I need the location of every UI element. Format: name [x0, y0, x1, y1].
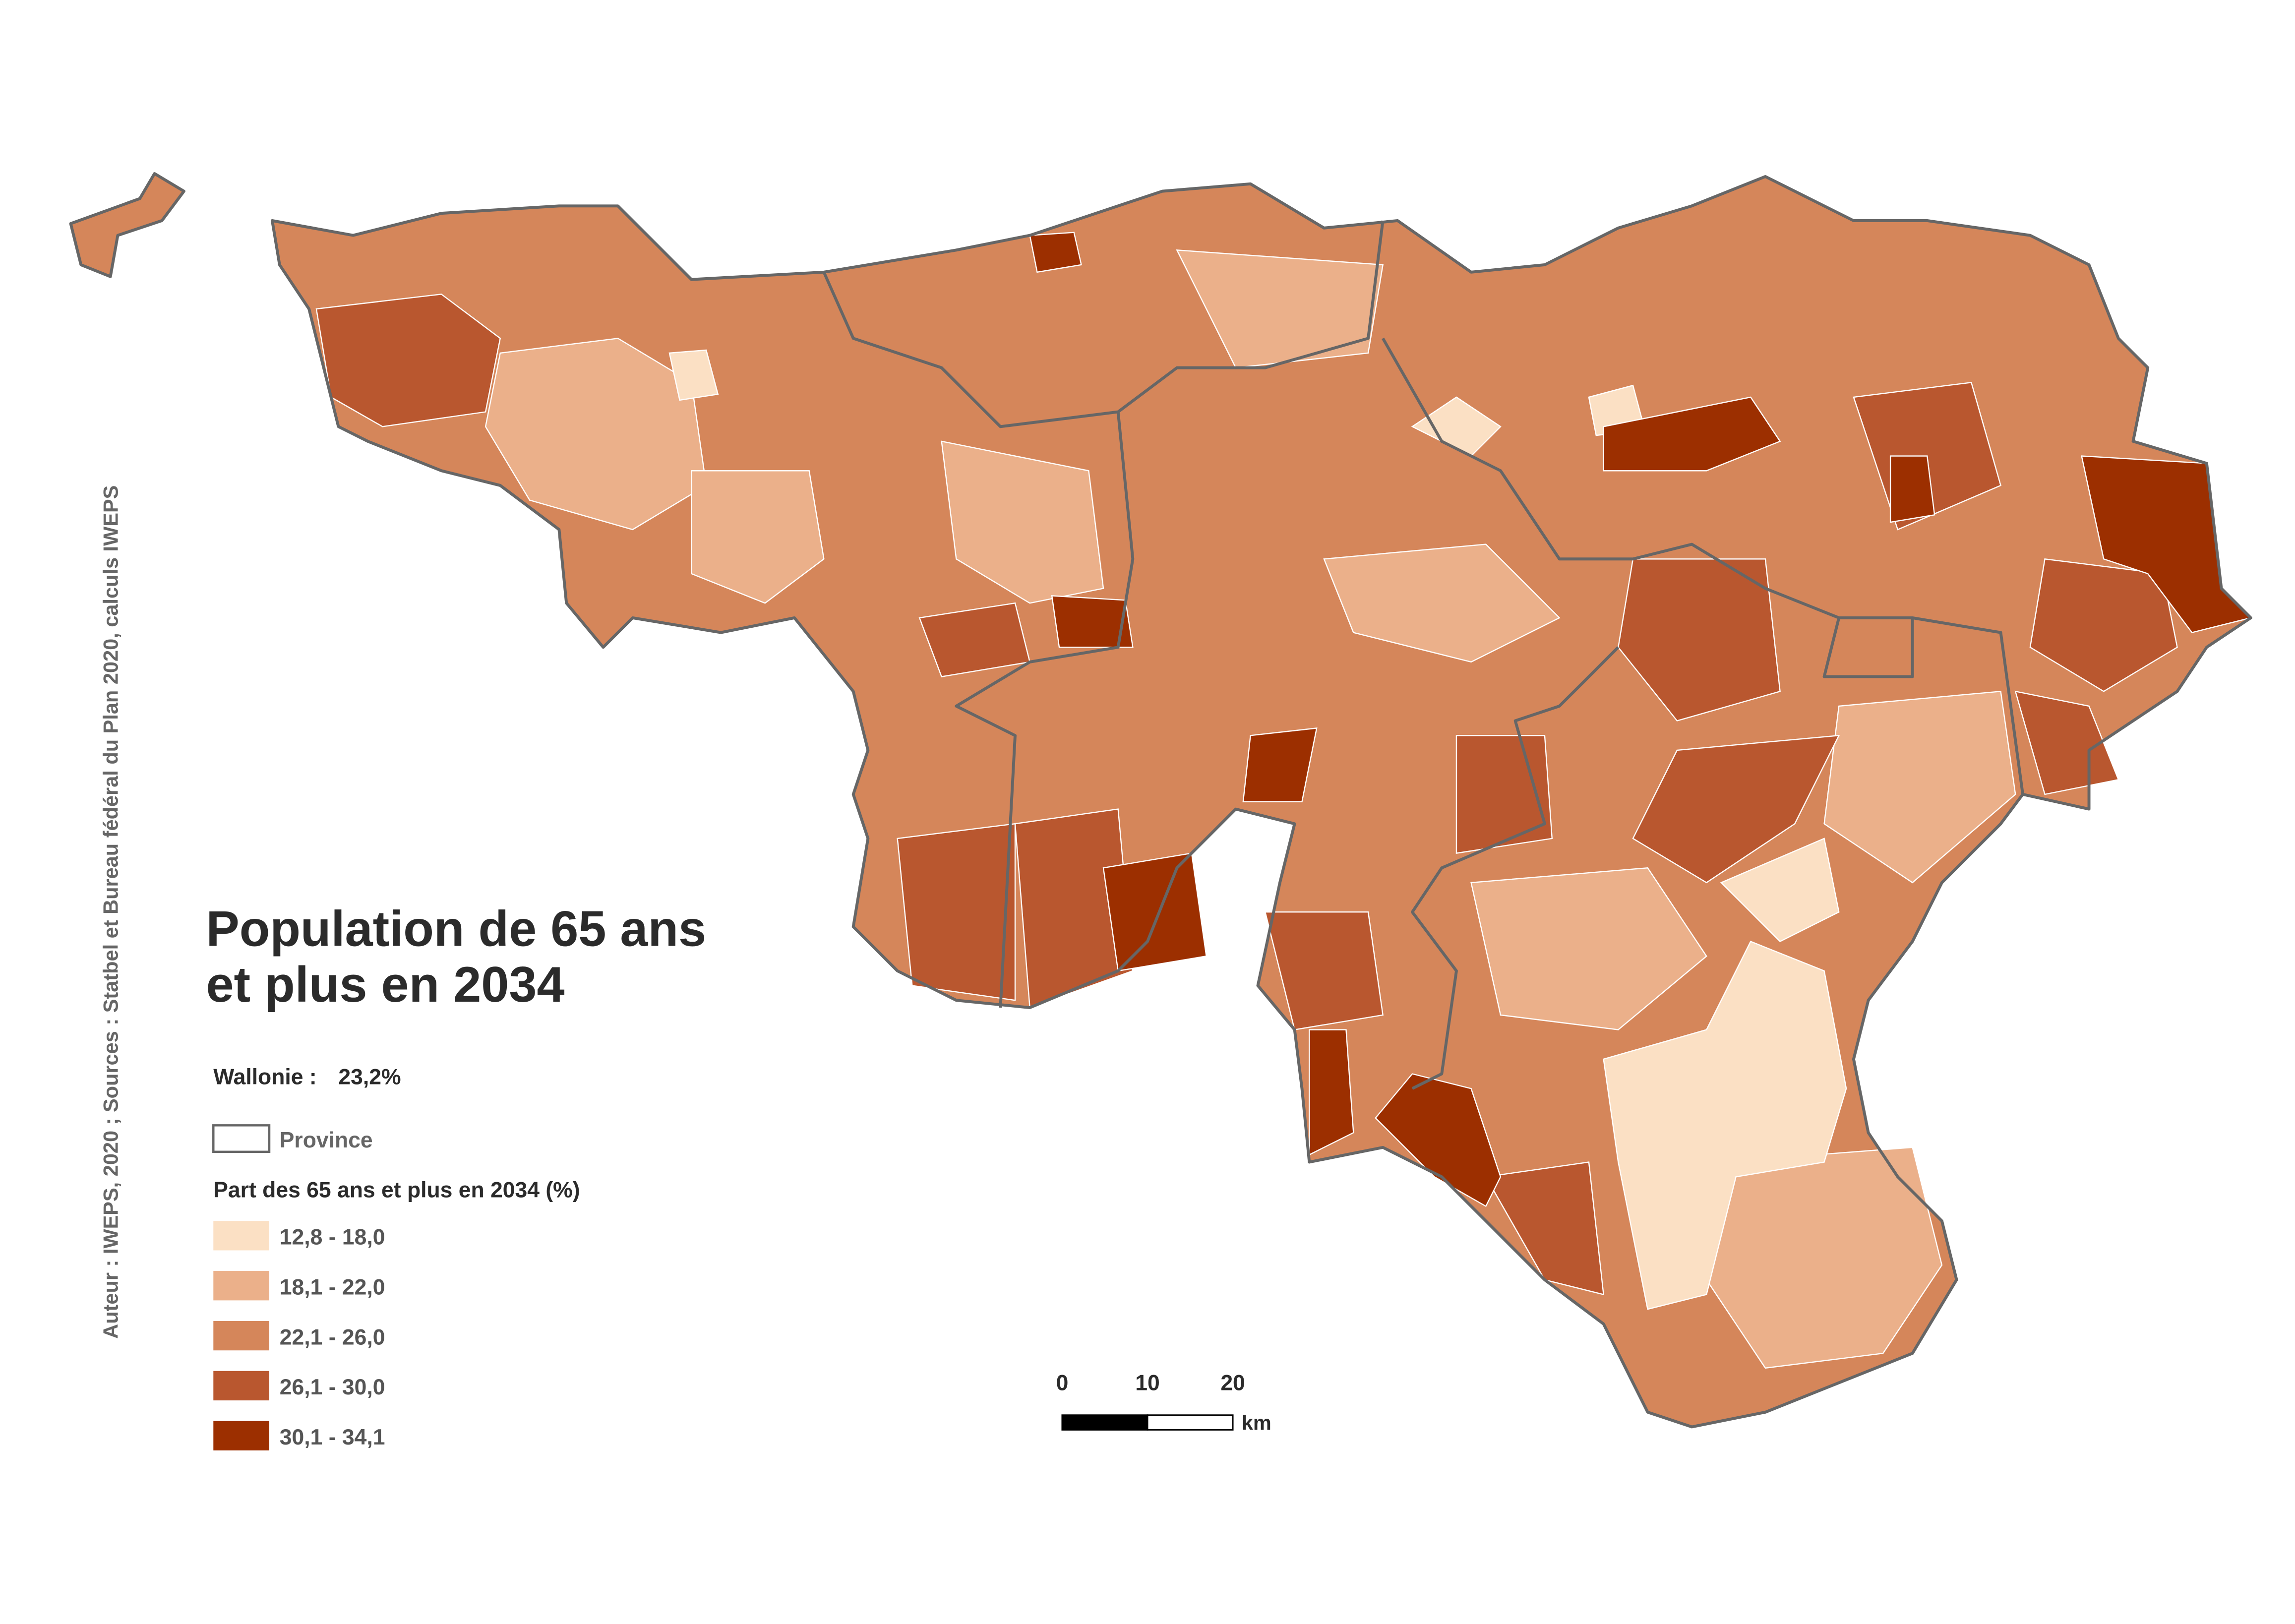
municipality	[1889, 455, 1935, 523]
legend-title: Part des 65 ans et plus en 2034 (%)	[213, 1178, 580, 1203]
province-border	[955, 412, 1135, 1008]
municipality	[1603, 941, 1847, 1310]
province-swatch	[212, 1124, 271, 1153]
municipality	[1323, 543, 1561, 663]
scale-tick-label: 10	[1135, 1371, 1159, 1395]
legend-swatch	[213, 1371, 270, 1401]
legend-swatch	[213, 1421, 270, 1450]
municipality	[1029, 232, 1082, 273]
municipality	[691, 470, 825, 604]
scale-segment	[1147, 1414, 1234, 1431]
legend-swatch	[213, 1271, 270, 1301]
province-border	[1822, 617, 1914, 678]
legend-swatch	[213, 1221, 270, 1251]
scale-unit: km	[1242, 1411, 1271, 1434]
municipality	[1632, 734, 1840, 884]
municipality	[1720, 838, 1840, 942]
province-border	[1411, 646, 1620, 1090]
municipality	[1485, 1161, 1604, 1296]
municipality	[1603, 396, 1781, 472]
legend-label: 12,8 - 18,0	[280, 1225, 385, 1250]
municipality	[484, 338, 707, 531]
municipality	[1470, 867, 1707, 1030]
municipality	[1375, 1073, 1502, 1207]
source-note: Auteur : IWEPS, 2020 ; Sources : Statbel…	[99, 485, 122, 1339]
map-title: et plus en 2034	[206, 957, 564, 1013]
region-label: Wallonie :	[213, 1065, 316, 1089]
region-value: 23,2%	[338, 1065, 401, 1089]
municipality	[1014, 808, 1134, 1009]
municipality	[1309, 1029, 1354, 1156]
scale-bar: 0 10 20 km	[1056, 1371, 1271, 1434]
scale-segment	[1061, 1414, 1148, 1431]
legend-label: 22,1 - 26,0	[280, 1325, 385, 1349]
comines-outline	[69, 172, 185, 278]
province-border	[1382, 337, 2024, 795]
municipality	[1051, 595, 1134, 648]
legend: 12,8 - 18,0 18,1 - 22,0 22,1 - 26,0 26,1 - …	[213, 1221, 385, 1450]
legend-label: 18,1 - 22,0	[280, 1275, 385, 1300]
municipality	[2014, 690, 2119, 795]
municipality	[668, 349, 719, 401]
wallonia-outline	[270, 175, 2252, 1429]
municipality	[897, 823, 1016, 1001]
municipality	[941, 440, 1104, 604]
legend-label: 26,1 - 30,0	[280, 1375, 385, 1399]
municipality	[1618, 558, 1781, 722]
municipality	[1823, 690, 2016, 884]
scale-tick-label: 0	[1056, 1371, 1069, 1395]
scale-tick-label: 20	[1220, 1371, 1245, 1395]
municipality	[1242, 727, 1318, 802]
municipality-map	[69, 172, 2252, 1429]
legend-swatch	[213, 1321, 270, 1351]
municipality	[1264, 911, 1384, 1030]
province-label: Province	[280, 1128, 373, 1152]
municipality	[1176, 249, 1384, 368]
legend-label: 30,1 - 34,1	[280, 1425, 385, 1449]
map-title: Population de 65 ans	[206, 901, 706, 957]
municipality	[1102, 852, 1207, 972]
